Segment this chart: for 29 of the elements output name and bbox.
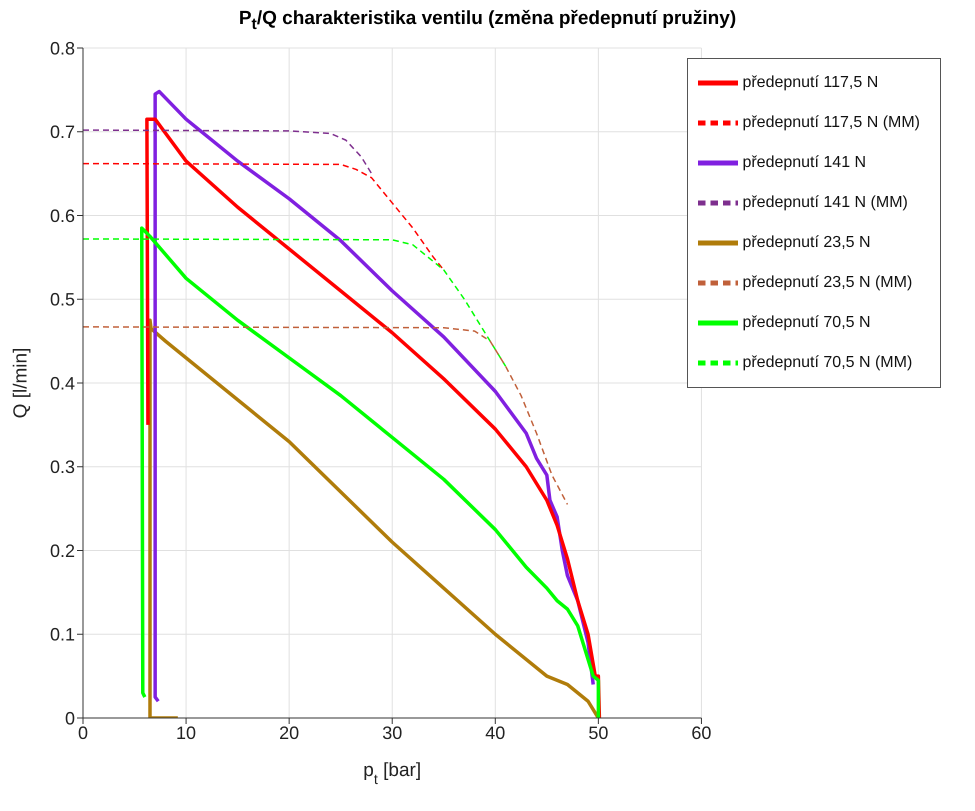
legend-label: předepnutí 117,5 N (MM) <box>742 114 920 132</box>
legend-label: předepnutí 70,5 N (MM) <box>742 354 912 372</box>
x-tick-label: 10 <box>176 722 196 743</box>
legend-label: předepnutí 23,5 N <box>742 234 871 252</box>
y-tick-label: 0.7 <box>50 122 75 142</box>
y-tick-label: 0.4 <box>50 373 75 394</box>
legend-label: předepnutí 141 N (MM) <box>742 194 908 212</box>
y-axis-title: Q [l/min] <box>10 348 32 418</box>
legend-label: předepnutí 117,5 N <box>742 74 878 92</box>
x-tick-label: 0 <box>78 722 88 743</box>
x-tick-label: 20 <box>279 722 300 743</box>
y-tick-label: 0.6 <box>50 206 75 226</box>
y-tick-label: 0 <box>64 708 75 728</box>
legend-label: předepnutí 23,5 N (MM) <box>742 274 912 292</box>
x-tick-label: 30 <box>382 722 402 743</box>
x-tick-label: 60 <box>691 722 712 743</box>
chart-title: P$_{t}$/Q charakteristika ventilu (změna předepnutí pružiny) <box>238 8 738 35</box>
y-tick-label: 0.8 <box>50 38 75 58</box>
y-tick-label: 0.1 <box>50 624 75 645</box>
x-axis-title: p$_{t}$ [bar] <box>363 760 422 788</box>
legend-label: předepnutí 70,5 N <box>742 314 871 332</box>
x-tick-label: 40 <box>485 722 506 743</box>
y-tick-label: 0.5 <box>50 290 75 310</box>
y-tick-label: 0.2 <box>50 540 75 561</box>
line-series <box>83 129 372 174</box>
y-tick-label: 0.3 <box>50 457 75 478</box>
line-series <box>83 326 568 506</box>
x-tick-label: 50 <box>588 722 608 743</box>
legend-label: předepnutí 141 N <box>742 154 866 172</box>
